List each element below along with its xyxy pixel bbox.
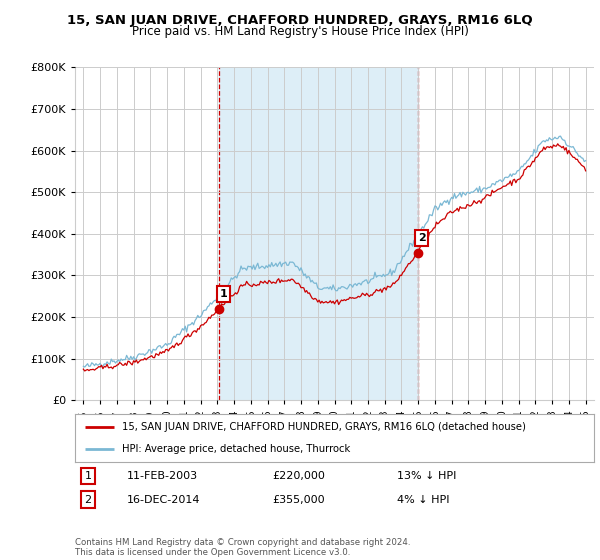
- Text: 13% ↓ HPI: 13% ↓ HPI: [397, 471, 456, 480]
- Text: 2: 2: [85, 494, 92, 505]
- Text: 15, SAN JUAN DRIVE, CHAFFORD HUNDRED, GRAYS, RM16 6LQ: 15, SAN JUAN DRIVE, CHAFFORD HUNDRED, GR…: [67, 14, 533, 27]
- Bar: [219, 67, 418, 400]
- Text: Price paid vs. HM Land Registry's House Price Index (HPI): Price paid vs. HM Land Registry's House …: [131, 25, 469, 38]
- Text: £220,000: £220,000: [272, 471, 325, 480]
- Text: 16-DEC-2014: 16-DEC-2014: [127, 494, 200, 505]
- Text: Contains HM Land Registry data © Crown copyright and database right 2024.
This d: Contains HM Land Registry data © Crown c…: [75, 538, 410, 557]
- Text: 2: 2: [418, 233, 425, 243]
- Text: 1: 1: [219, 289, 227, 299]
- Text: 11-FEB-2003: 11-FEB-2003: [127, 471, 198, 480]
- Text: £355,000: £355,000: [272, 494, 325, 505]
- Text: 1: 1: [85, 471, 91, 480]
- Text: 4% ↓ HPI: 4% ↓ HPI: [397, 494, 449, 505]
- Text: 15, SAN JUAN DRIVE, CHAFFORD HUNDRED, GRAYS, RM16 6LQ (detached house): 15, SAN JUAN DRIVE, CHAFFORD HUNDRED, GR…: [122, 422, 526, 432]
- Text: HPI: Average price, detached house, Thurrock: HPI: Average price, detached house, Thur…: [122, 444, 350, 454]
